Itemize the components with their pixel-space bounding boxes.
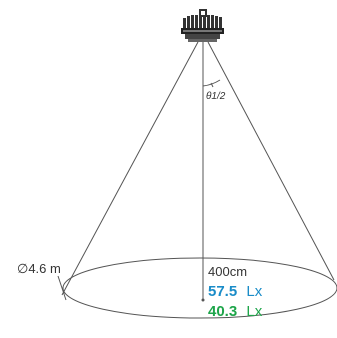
light-fixture-icon — [181, 9, 224, 42]
edge-lux-unit: Lx — [246, 303, 262, 320]
half-angle-label: θ1/2 — [206, 91, 226, 102]
illumination-area-ellipse — [62, 257, 337, 319]
center-lux-unit: Lx — [246, 283, 262, 300]
diameter-leader-line — [57, 275, 67, 301]
center-point — [201, 298, 205, 302]
edge-lux-reading: 40.3 Lx — [208, 303, 263, 320]
center-lux-reading: 57.5 Lx — [208, 283, 263, 300]
distance-label: 400cm — [208, 264, 247, 279]
diameter-label: ∅4.6 m — [17, 261, 61, 276]
beam-left-edge — [61, 41, 199, 296]
center-lux-value: 57.5 — [208, 283, 237, 300]
edge-lux-value: 40.3 — [208, 303, 237, 320]
beam-right-edge — [207, 41, 335, 281]
